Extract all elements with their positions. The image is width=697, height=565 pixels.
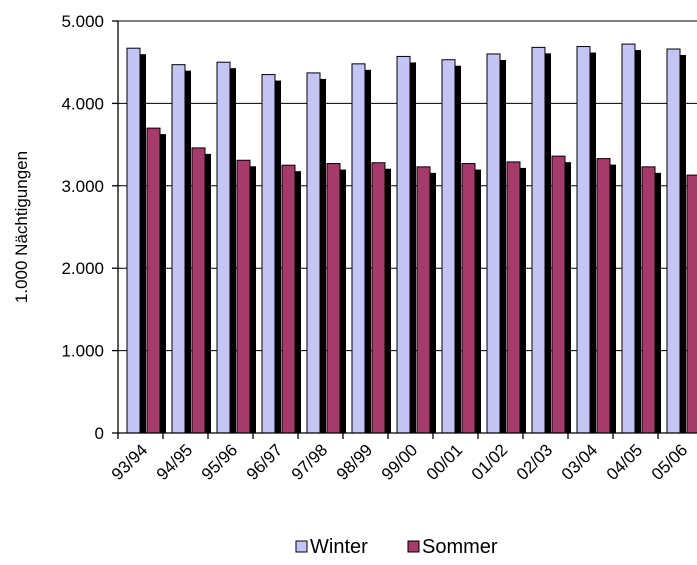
y-tick-label: 2.000 — [61, 259, 104, 278]
bar-face — [326, 163, 341, 434]
bar-face — [486, 53, 501, 434]
x-tick-label: 00/01 — [423, 440, 467, 484]
winter-bar — [486, 53, 506, 434]
x-tick-label: 98/99 — [333, 440, 377, 484]
winter-bar — [216, 61, 236, 434]
bar-face — [441, 59, 456, 434]
winter-bar — [396, 55, 416, 434]
sommer-bar — [191, 147, 211, 434]
winter-bar — [666, 48, 686, 434]
bar-face — [686, 174, 697, 434]
bar-face — [641, 166, 656, 434]
bar-face — [531, 46, 546, 434]
x-tick-label: 95/96 — [198, 440, 242, 484]
x-tick-label: 94/95 — [153, 440, 197, 484]
x-tick-label: 93/94 — [108, 440, 152, 484]
x-tick-label: 01/02 — [468, 440, 512, 484]
x-tick-label: 99/00 — [378, 440, 422, 484]
y-axis-title: 1.000 Nächtigungen — [12, 151, 31, 303]
bar-face — [261, 74, 276, 434]
legend: Winter Sommer — [295, 536, 498, 558]
bar-face — [236, 159, 251, 434]
winter-bar — [351, 63, 371, 434]
sommer-bar — [146, 127, 166, 434]
bar-face — [396, 55, 411, 434]
legend-item-sommer: Sommer — [407, 536, 498, 558]
bar-face — [126, 47, 141, 434]
sommer-bar — [281, 164, 301, 434]
bar-face — [461, 163, 476, 434]
sommer-bar — [686, 174, 697, 434]
x-tick-label: 04/05 — [603, 440, 647, 484]
bar-face — [146, 127, 161, 434]
legend-label: Sommer — [422, 536, 498, 558]
legend-item-winter: Winter — [295, 536, 368, 558]
bar-face — [306, 72, 321, 434]
y-tick-label: 4.000 — [61, 94, 104, 113]
sommer-bar — [596, 158, 616, 434]
winter-bar — [621, 43, 641, 434]
y-tick-label: 5.000 — [61, 12, 104, 31]
sommer-bar — [416, 166, 436, 434]
bar-face — [171, 64, 186, 434]
x-tick-label: 96/97 — [243, 440, 287, 484]
winter-bar — [441, 59, 461, 434]
bar-face — [596, 158, 611, 434]
y-tick-label: 3.000 — [61, 177, 104, 196]
winter-bar — [126, 47, 146, 434]
bar-face — [281, 164, 296, 434]
legend-swatch — [295, 540, 308, 553]
bar-face — [216, 61, 231, 434]
sommer-bar — [326, 163, 346, 434]
bar-face — [551, 155, 566, 434]
winter-bar — [531, 46, 551, 434]
bar-face — [371, 162, 386, 434]
bar-face — [621, 43, 636, 434]
x-tick-label: 05/06 — [648, 440, 692, 484]
bars — [126, 43, 697, 434]
bar-face — [506, 161, 521, 434]
sommer-bar — [371, 162, 391, 434]
bar-face — [576, 46, 591, 434]
bar-face — [351, 63, 366, 434]
bar-face — [666, 48, 681, 434]
sommer-bar — [551, 155, 571, 434]
winter-bar — [171, 64, 191, 434]
winter-bar — [261, 74, 281, 434]
sommer-bar — [236, 159, 256, 434]
y-tick-label: 1.000 — [61, 342, 104, 361]
x-tick-label: 97/98 — [288, 440, 332, 484]
y-tick-label: 0 — [95, 424, 104, 443]
sommer-bar — [461, 163, 481, 434]
legend-swatch — [407, 540, 420, 553]
y-ticks: 0 1.000 2.000 3.000 4.000 5.000 — [61, 12, 118, 443]
x-tick-label: 03/04 — [558, 440, 602, 484]
x-ticks: 93/94 94/95 95/96 96/97 97/98 98/99 99/00 00/01… — [108, 433, 692, 484]
x-tick-label: 02/03 — [513, 440, 557, 484]
sommer-bar — [641, 166, 661, 434]
winter-bar — [306, 72, 326, 434]
sommer-bar — [506, 161, 526, 434]
bar-face — [191, 147, 206, 434]
legend-label: Winter — [310, 536, 368, 558]
bar-face — [416, 166, 431, 434]
winter-bar — [576, 46, 596, 434]
